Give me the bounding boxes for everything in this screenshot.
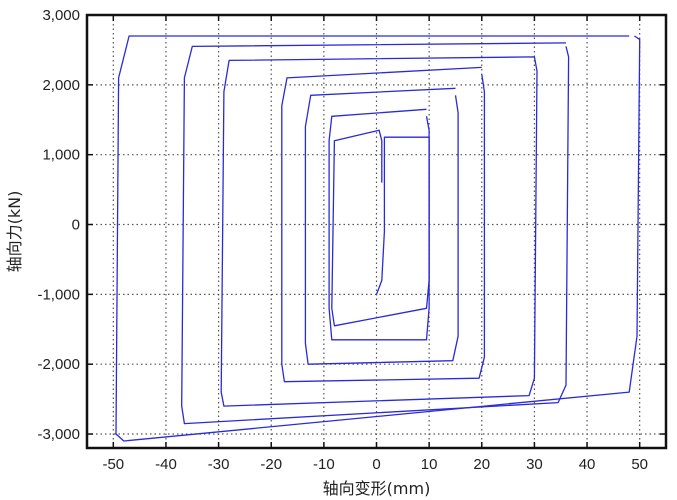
hysteresis-loop-6	[181, 42, 570, 425]
x-tick-label: 0	[372, 456, 380, 473]
y-axis-title: 轴向力(kN)	[5, 191, 24, 273]
x-tick-label: -30	[208, 456, 230, 473]
y-tick-label: -3,000	[37, 426, 80, 443]
hysteresis-loop-2	[328, 108, 430, 341]
hysteresis-loop-1	[331, 129, 430, 327]
x-tick-label: -50	[102, 456, 124, 473]
x-axis-title: 轴向变形(mm)	[323, 479, 431, 498]
x-tick-label: -40	[155, 456, 177, 473]
axis-ticks: -50 -40 -30 -20 -10 0 10 20 30 40 50 -3,000 -2,000 -1…	[37, 7, 666, 473]
x-tick-label: -10	[313, 456, 335, 473]
x-tick-label: 50	[631, 456, 648, 473]
y-tick-label: 2,000	[42, 77, 80, 94]
y-tick-label: 1,000	[42, 147, 80, 164]
y-tick-label: -2,000	[37, 356, 80, 373]
x-tick-label: -20	[260, 456, 282, 473]
x-tick-label: 10	[421, 456, 438, 473]
x-tick-label: 20	[473, 456, 490, 473]
y-tick-label: 3,000	[42, 7, 80, 24]
hysteresis-loop-5	[220, 56, 538, 407]
plot-frame	[85, 13, 668, 450]
hysteresis-loop-7	[115, 35, 641, 442]
y-tick-label: 0	[72, 217, 80, 234]
hysteresis-curves	[115, 35, 641, 442]
hysteresis-loop-3	[304, 87, 459, 365]
hysteresis-loop-4	[281, 66, 486, 383]
x-tick-label: 40	[579, 456, 596, 473]
y-tick-label: -1,000	[37, 286, 80, 303]
grid-lines	[87, 14, 666, 448]
x-tick-label: 30	[526, 456, 543, 473]
